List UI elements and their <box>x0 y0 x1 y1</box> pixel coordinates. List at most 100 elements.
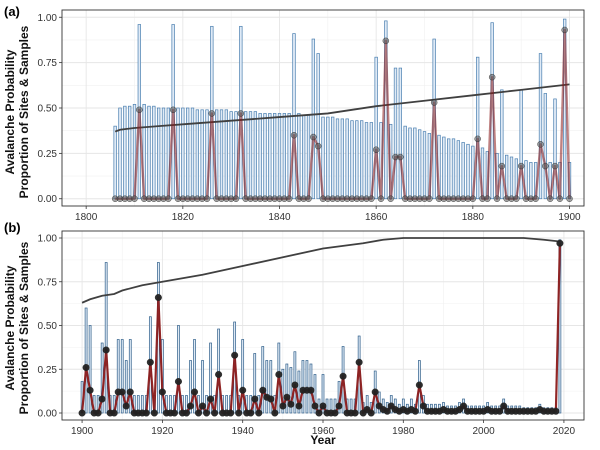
panel-a-data-point <box>314 142 322 150</box>
panel-b-data-point <box>195 409 203 417</box>
panel-b-data-point <box>319 402 327 410</box>
panel-b-ytick-label: 1.00 <box>38 234 58 245</box>
panel-a-error-bar <box>456 140 460 200</box>
panel-a-label: (a) <box>4 4 20 19</box>
panel-b-data-point <box>186 402 194 410</box>
panel-b-data-point <box>227 409 235 417</box>
panel-b-data-point <box>315 409 323 417</box>
panel-a-error-bar <box>461 142 465 200</box>
panel-a-error-bar <box>350 120 354 200</box>
panel-a-ytick-label: 0.25 <box>38 149 58 160</box>
panel-b-data-point <box>118 388 126 396</box>
panel-b-ylabel-line2: Proportion of Sites & Samples <box>17 241 31 414</box>
panel-b-data-point <box>267 395 275 403</box>
panel-b-data-point <box>211 409 219 417</box>
panel-b-data-point <box>203 409 211 417</box>
panel-a-data-point <box>208 110 216 117</box>
panel-a-error-bar <box>360 120 364 200</box>
panel-b-error-bar <box>289 367 293 414</box>
panel-b-data-point <box>295 402 303 410</box>
panel-a-xtick-label: 1820 <box>172 212 195 223</box>
panel-b-error-bar <box>265 360 269 414</box>
panel-b-error-bar <box>193 339 196 414</box>
panel-a-data-point <box>488 73 496 81</box>
panel-b-data-point <box>235 409 243 417</box>
panel-b-ytick-label: 0.75 <box>38 277 58 288</box>
panel-b-data-point <box>158 388 166 396</box>
panel-b-data-point <box>78 409 86 417</box>
panel-b-error-bar <box>305 360 309 414</box>
panel-a-data-point <box>474 135 481 143</box>
panel-b-data-point <box>207 395 215 403</box>
panel-b-data-point <box>170 409 178 417</box>
panel-a-error-bar <box>374 56 378 200</box>
panel-a-error-bar <box>543 93 547 200</box>
panel-a-error-bar <box>248 111 253 200</box>
panel-a-data-point <box>513 195 520 202</box>
panel-b-data-point <box>339 372 347 380</box>
panel-a-xtick-label: 1860 <box>365 212 388 223</box>
panel-b-xtick-label: 2020 <box>553 426 576 437</box>
panel-b-data-point <box>122 402 130 410</box>
panel-a-error-bar <box>451 138 456 200</box>
panel-b-proportion-line <box>81 237 561 304</box>
panel-a-error-bar <box>355 120 359 200</box>
panel-a-error-bar <box>509 156 514 200</box>
panel-a-error-bar <box>447 138 451 200</box>
panel-a-data-point <box>372 146 380 153</box>
panel-a-error-bar <box>157 107 161 200</box>
panel-a-error-bar <box>258 113 262 200</box>
panel-b-data-point <box>255 409 263 417</box>
panel-a-error-bar <box>345 118 349 200</box>
panel-b-xtick-label: 1980 <box>392 426 415 437</box>
panel-a-data-point <box>551 162 559 170</box>
panel-b-error-bar <box>321 374 325 414</box>
panel-a-error-bar <box>466 143 470 200</box>
panel-a-error-bar <box>282 113 286 200</box>
panel-a-error-bar <box>326 116 330 200</box>
panel-b-error-bar <box>124 360 128 414</box>
panel-b-data-point <box>126 388 134 396</box>
panel-a-data-point <box>305 195 312 202</box>
panel-a-ylabel-line1: Avalanche Probability <box>3 49 17 174</box>
panel-b-data-point <box>556 239 564 247</box>
panel-b-data-point <box>94 409 102 417</box>
panel-b-data-point <box>351 409 359 417</box>
panel-a-data-point <box>430 99 438 106</box>
panel-a-data-point <box>285 195 293 202</box>
panel-b-error-bar <box>313 374 317 414</box>
panel-a-error-bar <box>190 107 195 200</box>
panel-b-data-point <box>174 378 182 386</box>
panel-b-label: (b) <box>4 220 21 235</box>
panel-a-error-bar <box>152 105 156 200</box>
panel-b-border <box>61 230 585 421</box>
panel-a-plot-area: 1800 1820 1840 1860 1880 1900 0.00 0.25 0.50 0.75… <box>38 9 585 223</box>
panel-b-error-bar <box>177 325 180 414</box>
panel-a-error-bar <box>181 107 185 200</box>
panel-a-ytick-label: 1.00 <box>38 13 58 24</box>
panel-a-error-bar <box>408 127 412 200</box>
panel-b-data-point <box>271 409 279 417</box>
panel-a-error-bar <box>316 53 320 200</box>
panel-b-error-bar <box>116 339 120 414</box>
panel-b-data-point <box>150 409 158 417</box>
panel-b-data-point <box>251 395 259 403</box>
panel-a-data-point <box>532 195 539 202</box>
panel-b-data-point <box>82 364 90 372</box>
panel-b-plot-area: 1900 1920 1940 1960 1980 2000 2020 0.00 0.25 0.50… <box>38 230 585 437</box>
panel-b-error-bar <box>189 360 192 414</box>
panel-a-border <box>61 9 585 207</box>
panel-a-error-bar <box>113 125 117 200</box>
panel-a-error-bar <box>224 109 228 200</box>
panel-a-ytick-label: 0.75 <box>38 58 58 69</box>
panel-a-data-point <box>566 195 573 202</box>
panel-b-error-bar <box>84 307 88 414</box>
panel-b-data-point <box>552 407 560 415</box>
panel-b-xtick-label: 1920 <box>151 426 174 437</box>
panel-b-error-bar <box>409 398 413 414</box>
panel-a-error-bar <box>335 118 340 200</box>
panel-a-error-bar <box>302 114 306 200</box>
panel-b-data-point <box>367 409 375 417</box>
panel-a-error-bar <box>500 89 504 200</box>
panel-a-error-bar <box>186 107 190 200</box>
